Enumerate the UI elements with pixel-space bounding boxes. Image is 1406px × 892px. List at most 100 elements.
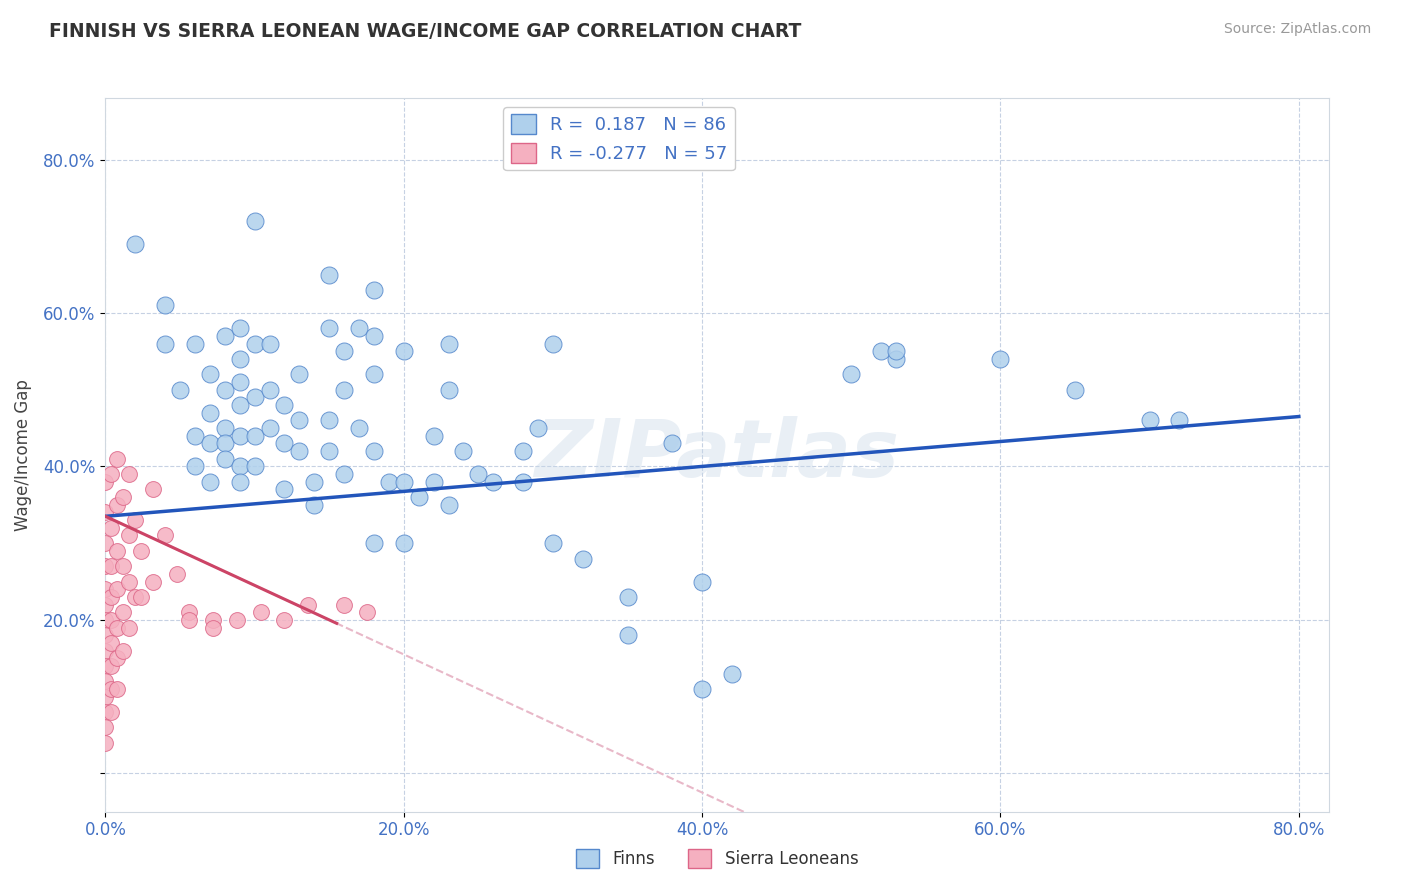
Point	[94, 598, 117, 612]
Point	[690, 681, 713, 696]
Point	[184, 428, 207, 442]
Point	[94, 628, 117, 642]
Point	[124, 236, 146, 251]
Point	[228, 375, 250, 389]
Point	[884, 351, 907, 366]
Point	[94, 536, 117, 550]
Point	[259, 336, 281, 351]
Point	[512, 444, 534, 458]
Point	[333, 383, 356, 397]
Point	[100, 559, 122, 574]
Point	[100, 467, 122, 482]
Point	[333, 598, 356, 612]
Point	[304, 475, 326, 489]
Point	[512, 475, 534, 489]
Point	[1064, 383, 1087, 397]
Point	[153, 298, 176, 312]
Point	[273, 398, 295, 412]
Point	[118, 621, 141, 635]
Point	[572, 551, 595, 566]
Point	[214, 383, 236, 397]
Point	[318, 268, 340, 282]
Y-axis label: Wage/Income Gap: Wage/Income Gap	[14, 379, 32, 531]
Point	[129, 590, 152, 604]
Point	[94, 613, 117, 627]
Point	[333, 467, 356, 482]
Point	[94, 720, 117, 734]
Point	[273, 613, 295, 627]
Point	[100, 705, 122, 719]
Point	[214, 436, 236, 450]
Point	[422, 475, 444, 489]
Point	[105, 621, 128, 635]
Point	[105, 498, 128, 512]
Point	[177, 605, 200, 619]
Point	[482, 475, 505, 489]
Point	[347, 421, 370, 435]
Text: ZIPatlas: ZIPatlas	[534, 416, 900, 494]
Point	[124, 590, 146, 604]
Point	[228, 475, 250, 489]
Point	[228, 351, 250, 366]
Point	[288, 368, 311, 382]
Point	[378, 475, 401, 489]
Point	[690, 574, 713, 589]
Point	[616, 590, 638, 604]
Point	[363, 283, 385, 297]
Point	[273, 483, 295, 497]
Point	[169, 383, 191, 397]
Point	[94, 690, 117, 704]
Point	[100, 681, 122, 696]
Point	[392, 344, 415, 359]
Point	[94, 475, 117, 489]
Point	[124, 513, 146, 527]
Point	[1168, 413, 1191, 427]
Point	[94, 674, 117, 689]
Point	[392, 536, 415, 550]
Point	[184, 459, 207, 474]
Point	[318, 444, 340, 458]
Point	[228, 398, 250, 412]
Text: FINNISH VS SIERRA LEONEAN WAGE/INCOME GAP CORRELATION CHART: FINNISH VS SIERRA LEONEAN WAGE/INCOME GA…	[49, 22, 801, 41]
Point	[225, 613, 247, 627]
Point	[184, 336, 207, 351]
Point	[243, 390, 266, 404]
Point	[228, 459, 250, 474]
Point	[105, 681, 128, 696]
Point	[105, 544, 128, 558]
Point	[288, 413, 311, 427]
Point	[453, 444, 475, 458]
Point	[105, 451, 128, 466]
Point	[94, 736, 117, 750]
Point	[214, 421, 236, 435]
Point	[297, 598, 319, 612]
Point	[288, 444, 311, 458]
Point	[541, 336, 564, 351]
Point	[249, 605, 271, 619]
Point	[94, 559, 117, 574]
Point	[333, 344, 356, 359]
Point	[142, 483, 165, 497]
Point	[198, 475, 221, 489]
Point	[661, 436, 683, 450]
Point	[437, 336, 460, 351]
Point	[94, 643, 117, 657]
Point	[1139, 413, 1161, 427]
Point	[153, 528, 176, 542]
Point	[100, 613, 122, 627]
Point	[467, 467, 489, 482]
Point	[318, 321, 340, 335]
Point	[243, 214, 266, 228]
Point	[100, 590, 122, 604]
Point	[318, 413, 340, 427]
Point	[273, 436, 295, 450]
Point	[437, 498, 460, 512]
Point	[884, 344, 907, 359]
Point	[129, 544, 152, 558]
Point	[259, 383, 281, 397]
Point	[198, 368, 221, 382]
Point	[94, 506, 117, 520]
Point	[356, 605, 378, 619]
Point	[100, 521, 122, 535]
Point	[408, 490, 430, 504]
